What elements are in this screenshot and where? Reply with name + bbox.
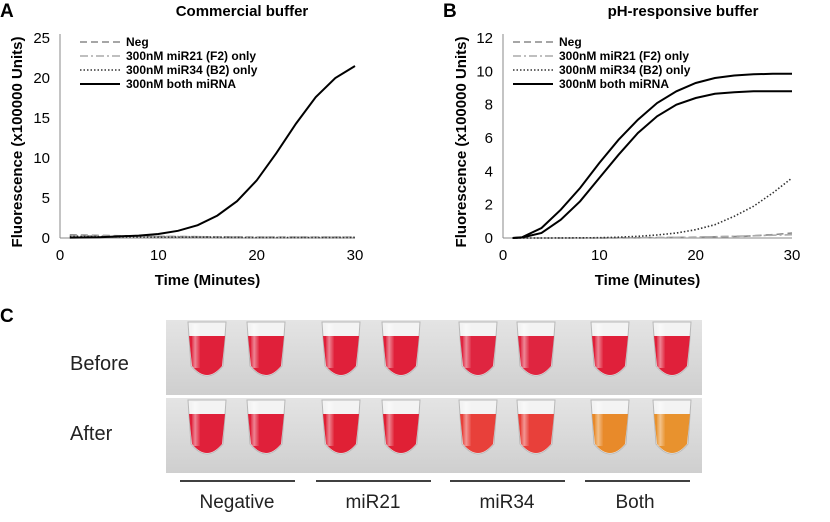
panel-a-title: Commercial buffer (176, 3, 309, 20)
tube (246, 399, 286, 455)
tube-highlight (463, 324, 471, 368)
tube (458, 321, 498, 377)
panel-a-y-tick-label: 5 (42, 190, 50, 207)
panel-b-legend-label: Neg (559, 35, 582, 49)
group-label-mir21: miR21 (346, 492, 401, 513)
tube (381, 321, 421, 377)
tube-highlight (521, 324, 529, 368)
tube (381, 399, 421, 455)
tubes-after-row (187, 399, 692, 455)
panel-a-chart: A Commercial buffer 0 5 10 15 20 25 0 10 20 30 Time … (0, 1, 363, 289)
tube-highlight (595, 402, 603, 446)
panel-b-y-tick-label: 4 (485, 163, 493, 180)
panel-a-x-tick-label: 30 (347, 247, 364, 264)
tube-highlight (386, 402, 394, 446)
tube (321, 399, 361, 455)
panel-b-series-line (512, 72, 792, 239)
panel-c-photo: C Before After Negative miR21 miR34 Both (0, 306, 702, 513)
panel-b-y-tick-label: 8 (485, 97, 493, 114)
panel-a-y-tick-label: 15 (33, 110, 50, 127)
tube (516, 321, 556, 377)
tube-highlight (326, 324, 334, 368)
tube-highlight (192, 324, 200, 368)
tube (246, 321, 286, 377)
row-label-after: After (70, 423, 113, 445)
tube (187, 399, 227, 455)
tube (652, 399, 692, 455)
tube (321, 321, 361, 377)
panel-a-y-tick-label: 25 (33, 30, 50, 47)
tube-highlight (251, 324, 259, 368)
panel-a-y-axis-title: Fluorescence (x100000 Units) (9, 37, 26, 248)
tube (458, 399, 498, 455)
panel-a-legend-label: 300nM both miRNA (126, 77, 236, 91)
group-label-negative: Negative (200, 492, 275, 513)
panel-b-y-tick-label: 12 (476, 30, 493, 47)
tube-highlight (657, 324, 665, 368)
tube (590, 399, 630, 455)
panel-b-x-axis-title: Time (Minutes) (595, 272, 701, 289)
panel-a-legend-label: 300nM miR21 (F2) only (126, 49, 256, 63)
row-label-before: Before (70, 353, 129, 375)
panel-a-legend-label: Neg (126, 35, 149, 49)
panel-a-legend-label: 300nM miR34 (B2) only (126, 63, 258, 77)
panel-b-y-axis-title: Fluorescence (x100000 Units) (453, 37, 470, 248)
panel-b-y-tick-label: 0 (485, 230, 493, 247)
panel-b-legend-label: 300nM miR34 (B2) only (559, 63, 691, 77)
tube (590, 321, 630, 377)
group-label-mir34: miR34 (480, 492, 535, 513)
panel-a-x-tick-label: 0 (56, 247, 64, 264)
tube-highlight (463, 402, 471, 446)
group-label-both: Both (615, 492, 654, 513)
panel-b-x-tick-label: 10 (591, 247, 608, 264)
panel-b-letter: B (443, 1, 457, 22)
panel-b-x-tick-label: 0 (499, 247, 507, 264)
tube-highlight (251, 402, 259, 446)
tubes-before-row (187, 321, 692, 377)
tube-highlight (326, 402, 334, 446)
panel-b-y-tick-label: 2 (485, 197, 493, 214)
panel-a-series-line (69, 65, 356, 239)
tube-highlight (595, 324, 603, 368)
panel-a-y-tick-label: 20 (33, 70, 50, 87)
panel-c-letter: C (0, 306, 14, 327)
panel-b-legend-label: 300nM both miRNA (559, 77, 669, 91)
panel-b-x-tick-label: 30 (784, 247, 801, 264)
tube (652, 321, 692, 377)
panel-a-letter: A (0, 1, 14, 22)
panel-a-y-tick-label: 0 (42, 230, 50, 247)
panel-b-y-tick-label: 6 (485, 130, 493, 147)
panel-b-series-line (512, 90, 792, 239)
tube-highlight (657, 402, 665, 446)
panel-b-x-tick-label: 20 (687, 247, 704, 264)
tube-highlight (192, 402, 200, 446)
panel-b-series-line (512, 177, 793, 239)
tube-highlight (386, 324, 394, 368)
panel-a-x-tick-label: 10 (150, 247, 167, 264)
tube (187, 321, 227, 377)
tube (516, 399, 556, 455)
panel-a-x-axis-title: Time (Minutes) (155, 272, 261, 289)
panel-a-x-tick-label: 20 (248, 247, 265, 264)
panel-a-y-tick-label: 10 (33, 150, 50, 167)
panel-b-y-tick-label: 10 (476, 63, 493, 80)
panel-b-legend-label: 300nM miR21 (F2) only (559, 49, 689, 63)
tube-highlight (521, 402, 529, 446)
panel-b-title: pH-responsive buffer (608, 3, 759, 20)
